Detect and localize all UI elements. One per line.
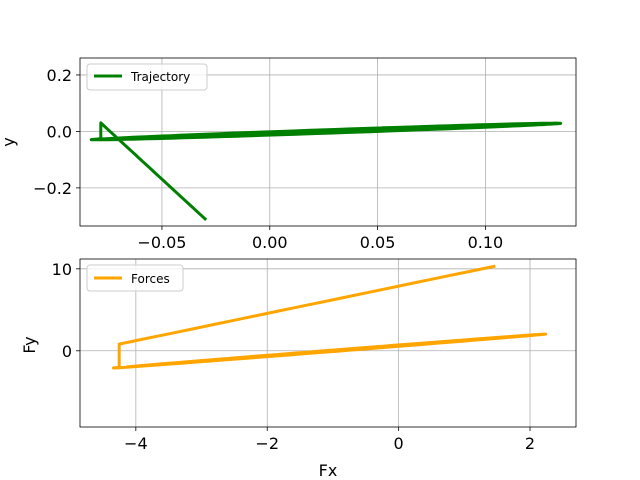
forces-series-line (111, 264, 548, 370)
trajectory-series (89, 121, 563, 222)
forces-x-axis-label: Fx (319, 461, 338, 480)
forces-y-tick-label: 10 (52, 260, 72, 279)
forces-series (111, 264, 548, 370)
trajectory-legend: Trajectory (86, 63, 208, 91)
forces-ticks: −4 −2 0 2 0 10 (52, 260, 535, 453)
forces-legend-label: Forces (131, 272, 170, 286)
trajectory-x-tick-label: 0.10 (468, 233, 504, 252)
trajectory-x-tick-label: 0.00 (252, 233, 288, 252)
trajectory-panel: −0.05 0.00 0.05 0.10 −0.2 0.0 0.2 y Trajectory (0, 57, 577, 252)
trajectory-x-tick-label: 0.05 (360, 233, 396, 252)
trajectory-x-tick-label: −0.05 (137, 233, 186, 252)
trajectory-axes-frame (79, 57, 577, 227)
forces-x-tick-label: −4 (124, 434, 148, 453)
trajectory-legend-label: Trajectory (130, 70, 190, 84)
trajectory-y-tick-label: 0.2 (47, 66, 72, 85)
forces-y-axis-label: Fy (20, 336, 39, 353)
forces-legend-box (86, 264, 184, 292)
forces-panel: −4 −2 0 2 0 10 Fx Fy Forces (20, 258, 577, 480)
forces-x-tick-label: −2 (255, 434, 279, 453)
forces-x-tick-label: 0 (394, 434, 404, 453)
forces-legend: Forces (86, 264, 184, 292)
trajectory-y-axis-label: y (0, 137, 18, 146)
forces-y-tick-label: 0 (62, 342, 72, 361)
forces-axes-frame (79, 258, 577, 428)
trajectory-legend-box (86, 63, 208, 91)
trajectory-ticks: −0.05 0.00 0.05 0.10 −0.2 0.0 0.2 (33, 66, 503, 252)
forces-x-tick-label: 2 (525, 434, 535, 453)
trajectory-y-tick-label: −0.2 (33, 179, 72, 198)
trajectory-y-tick-label: 0.0 (47, 122, 72, 141)
trajectory-series-line (89, 121, 563, 222)
